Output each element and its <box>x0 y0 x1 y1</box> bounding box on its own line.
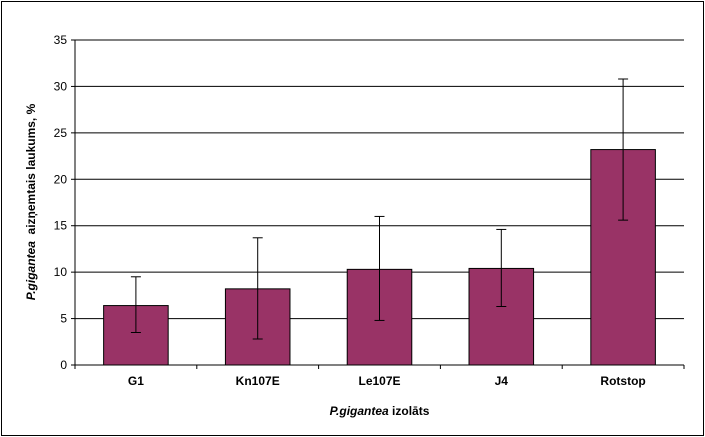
x-tick-labels: G1 Kn107E Le107E J4 Rotstop <box>74 365 685 388</box>
y-tick-label: 15 <box>54 219 68 233</box>
y-tick-labels: 0 5 10 15 20 25 30 35 <box>54 33 75 372</box>
x-tick-label: J4 <box>495 374 509 388</box>
error-bars <box>130 78 629 340</box>
y-tick-label: 5 <box>60 312 67 326</box>
x-tick-label: Le107E <box>358 374 400 388</box>
y-tick-label: 10 <box>54 265 68 279</box>
axes <box>74 40 684 366</box>
x-tick-label: Kn107E <box>236 374 280 388</box>
y-tick-label: 25 <box>54 126 68 140</box>
x-tick-label: Rotstop <box>600 374 645 388</box>
x-tick-label: G1 <box>128 374 144 388</box>
y-tick-label: 20 <box>54 172 68 186</box>
y-tick-label: 30 <box>54 79 68 93</box>
x-axis-title: P.gigantea izolāts <box>330 404 430 418</box>
y-axis-title: P.gigantea aizņemtais laukums, % <box>24 103 38 300</box>
y-tick-label: 35 <box>54 33 68 47</box>
gridlines <box>75 39 684 320</box>
y-tick-label: 0 <box>60 358 67 372</box>
